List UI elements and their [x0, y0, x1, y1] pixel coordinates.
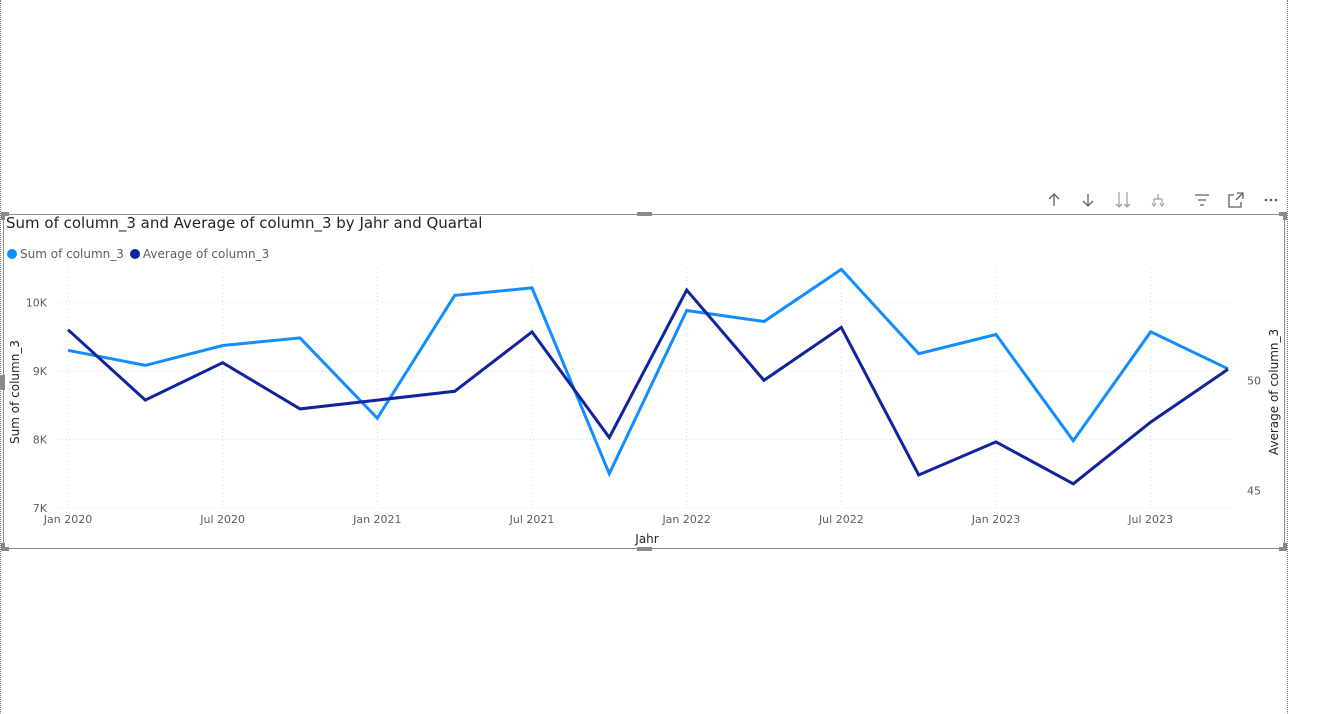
legend-marker-avg — [129, 249, 140, 259]
resize-handle-top-left-v[interactable] — [1, 212, 5, 220]
series-line-sum — [67, 267, 1229, 478]
x-tick-label: Jan 2023 — [971, 513, 1020, 526]
y2-axis-title: Average of column_3 — [1267, 329, 1281, 455]
resize-handle-top-right-v[interactable] — [1283, 212, 1287, 220]
legend-label-sum: Sum of column_3 — [20, 247, 124, 261]
x-tick-label: Jul 2020 — [199, 513, 245, 526]
y-axis-title: Sum of column_3 — [8, 340, 22, 444]
legend-item-avg[interactable]: Average of column_3 — [129, 247, 270, 261]
y-tick-label: 8K — [33, 433, 48, 446]
resize-handle-left[interactable] — [1, 375, 5, 390]
resize-handle-bottom-left[interactable] — [1, 547, 9, 551]
x-tick-label: Jul 2021 — [509, 513, 555, 526]
y-tick-label: 7K — [33, 502, 48, 515]
x-tick-label: Jan 2021 — [352, 513, 401, 526]
drill-up-icon[interactable] — [1042, 188, 1066, 212]
chart-legend: Sum of column_3 Average of column_3 — [7, 246, 275, 262]
resize-handle-bottom-right-v[interactable] — [1283, 543, 1287, 551]
canvas-right-border — [1287, 0, 1288, 714]
x-tick-label: Jan 2022 — [661, 513, 710, 526]
legend-item-sum[interactable]: Sum of column_3 — [7, 247, 124, 261]
resize-handle-bottom-left-v[interactable] — [1, 543, 5, 551]
filter-icon[interactable] — [1190, 188, 1214, 212]
legend-marker-sum — [7, 249, 17, 259]
canvas-left-border — [0, 0, 1, 714]
resize-handle-top-left[interactable] — [1, 212, 9, 216]
visual-header-toolbar — [1040, 188, 1285, 212]
y2-tick-label: 50 — [1247, 374, 1261, 387]
chart-title: Sum of column_3 and Average of column_3 … — [6, 214, 483, 232]
series-line-average — [66, 287, 1229, 486]
x-axis-title: Jahr — [634, 532, 658, 546]
resize-handle-top[interactable] — [637, 212, 652, 216]
x-tick-label: Jul 2022 — [818, 513, 864, 526]
resize-handle-bottom[interactable] — [637, 547, 652, 551]
y-tick-label: 10K — [26, 296, 48, 309]
x-tick-label: Jul 2023 — [1127, 513, 1173, 526]
more-options-icon[interactable] — [1259, 188, 1283, 212]
y-tick-label: 9K — [33, 365, 48, 378]
drill-down-icon[interactable] — [1076, 188, 1100, 212]
y2-tick-label: 45 — [1247, 484, 1261, 497]
focus-mode-icon[interactable] — [1224, 188, 1248, 212]
x-tick-label: Jan 2020 — [43, 513, 92, 526]
expand-next-level-icon[interactable] — [1111, 188, 1135, 212]
expand-hierarchy-icon[interactable] — [1146, 188, 1170, 212]
legend-label-avg: Average of column_3 — [142, 247, 270, 261]
